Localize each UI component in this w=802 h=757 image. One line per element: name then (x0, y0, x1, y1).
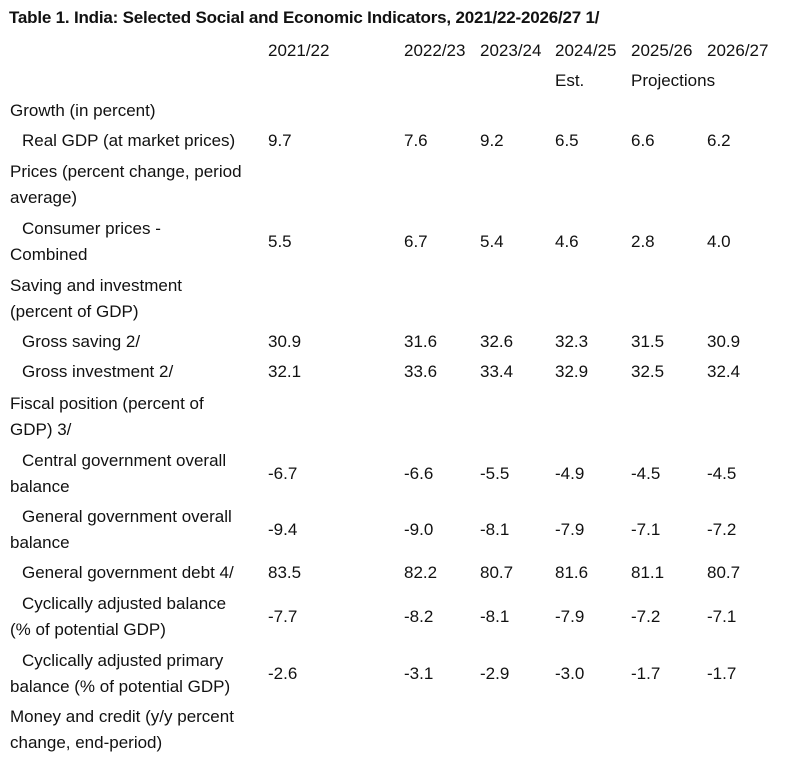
table-cell: -7.2 (631, 607, 661, 626)
table-cell: 32.6 (480, 332, 514, 351)
table-cell: 31.6 (404, 332, 438, 351)
table-cell: 81.1 (631, 563, 665, 582)
row-label: change, end-period) (10, 733, 163, 752)
row-label: balance (10, 533, 70, 552)
table-cell: -7.9 (555, 520, 585, 539)
row-label: Gross saving 2/ (22, 332, 141, 351)
table-cell: -7.9 (555, 607, 585, 626)
table-cell: 4.0 (707, 232, 731, 251)
column-header: 2026/27 (707, 41, 769, 60)
table-cell: 32.1 (268, 362, 302, 381)
table-cell: 32.5 (631, 362, 665, 381)
row-label: Money and credit (y/y percent (10, 707, 234, 726)
row-label: average) (10, 188, 78, 207)
table-cell: 6.5 (555, 131, 579, 150)
table-cell: 5.5 (268, 232, 292, 251)
table-cell: -9.4 (268, 520, 298, 539)
table-cell: 30.9 (268, 332, 302, 351)
row-label: Consumer prices - (22, 219, 161, 238)
row-label: balance (10, 477, 70, 496)
table-cell: -7.1 (707, 607, 737, 626)
row-label: General government overall (22, 507, 232, 526)
table-cell: -2.9 (480, 664, 510, 683)
row-label: Cyclically adjusted balance (22, 594, 227, 613)
table-cell: 80.7 (707, 563, 741, 582)
subheader-est: Est. (555, 71, 585, 90)
row-label: Prices (percent change, period (10, 162, 242, 181)
row-label: Combined (10, 245, 88, 264)
table-cell: 81.6 (555, 563, 589, 582)
table-cell: -4.5 (631, 464, 661, 483)
row-label: Cyclically adjusted primary (22, 651, 224, 670)
column-header: 2022/23 (404, 41, 466, 60)
row-label: Central government overall (22, 451, 227, 470)
subheader-projections: Projections (631, 71, 716, 90)
row-label: GDP) 3/ (10, 420, 72, 439)
table-cell: 9.2 (480, 131, 504, 150)
table-cell: -7.2 (707, 520, 737, 539)
table-cell: 33.6 (404, 362, 438, 381)
table-cell: 30.9 (707, 332, 741, 351)
table-cell: -3.1 (404, 664, 434, 683)
column-header: 2024/25 (555, 41, 617, 60)
table-title: Table 1. India: Selected Social and Econ… (9, 8, 600, 27)
table-cell: 2.8 (631, 232, 655, 251)
table-cell: 6.7 (404, 232, 428, 251)
table-cell: 83.5 (268, 563, 302, 582)
table-cell: -4.9 (555, 464, 585, 483)
table-cell: -6.7 (268, 464, 298, 483)
table-cell: 32.3 (555, 332, 589, 351)
row-label: Real GDP (at market prices) (22, 131, 236, 150)
row-label: General government debt 4/ (22, 563, 234, 582)
row-label: Fiscal position (percent of (10, 394, 204, 413)
table-cell: 33.4 (480, 362, 514, 381)
table-cell: -5.5 (480, 464, 510, 483)
table-cell: -1.7 (631, 664, 661, 683)
row-label: balance (% of potential GDP) (10, 677, 231, 696)
table-cell: -2.6 (268, 664, 298, 683)
table-cell: 31.5 (631, 332, 665, 351)
table-cell: 4.6 (555, 232, 579, 251)
table-cell: 32.9 (555, 362, 589, 381)
table-cell: 6.6 (631, 131, 655, 150)
table-cell: -6.6 (404, 464, 434, 483)
table-cell: -8.1 (480, 520, 510, 539)
table-cell: -8.1 (480, 607, 510, 626)
table-cell: 7.6 (404, 131, 428, 150)
table-cell: -7.7 (268, 607, 298, 626)
table-cell: 5.4 (480, 232, 504, 251)
row-label: Growth (in percent) (10, 101, 156, 120)
table-cell: 6.2 (707, 131, 731, 150)
table-cell: 9.7 (268, 131, 292, 150)
row-label: Saving and investment (10, 276, 182, 295)
row-label: (% of potential GDP) (10, 620, 166, 639)
row-label: Gross investment 2/ (22, 362, 174, 381)
column-header: 2025/26 (631, 41, 693, 60)
table-cell: 80.7 (480, 563, 514, 582)
column-header: 2023/24 (480, 41, 542, 60)
row-label: (percent of GDP) (10, 302, 139, 321)
table-cell: -3.0 (555, 664, 585, 683)
table-cell: 82.2 (404, 563, 438, 582)
column-header: 2021/22 (268, 41, 330, 60)
table-cell: -9.0 (404, 520, 434, 539)
table-cell: -8.2 (404, 607, 434, 626)
table-cell: -7.1 (631, 520, 661, 539)
table-cell: 32.4 (707, 362, 741, 381)
table-cell: -4.5 (707, 464, 737, 483)
table-cell: -1.7 (707, 664, 737, 683)
